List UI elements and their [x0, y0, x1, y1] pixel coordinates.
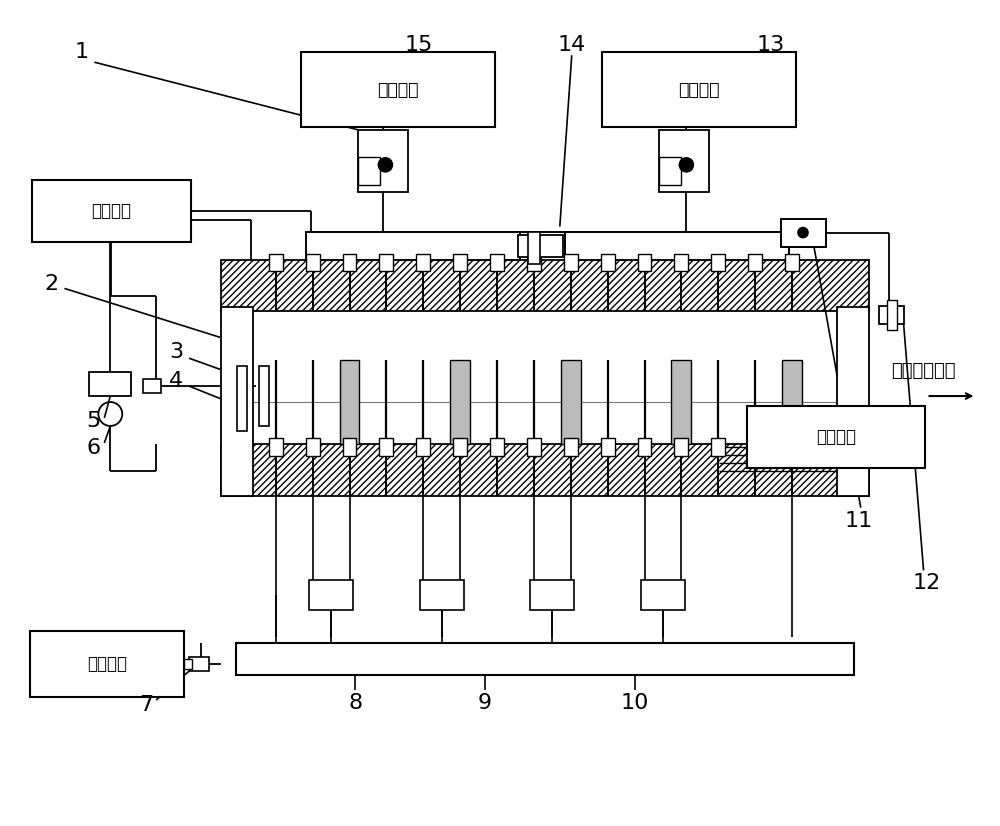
Text: 7: 7	[139, 695, 153, 715]
Bar	[785, 254, 799, 272]
Bar	[711, 438, 725, 456]
Bar	[561, 360, 581, 444]
Text: 2: 2	[44, 274, 59, 294]
Bar	[236, 643, 854, 675]
Bar	[527, 438, 541, 456]
Text: 14: 14	[558, 36, 586, 55]
Text: 戊烷储备: 戊烷储备	[679, 81, 720, 98]
Bar	[358, 157, 380, 185]
Text: 11: 11	[845, 510, 873, 530]
Text: 6: 6	[86, 438, 100, 458]
Text: 乙醇储备: 乙醇储备	[377, 81, 419, 98]
Bar	[785, 438, 799, 456]
Text: 10: 10	[620, 693, 649, 713]
Bar	[638, 254, 651, 272]
Bar	[343, 254, 356, 272]
Bar	[601, 438, 615, 456]
Bar	[420, 581, 464, 610]
Text: 压力单元: 压力单元	[91, 202, 131, 220]
Bar	[638, 438, 651, 456]
Text: 13: 13	[757, 36, 785, 55]
Bar	[879, 306, 904, 325]
Bar	[671, 360, 691, 444]
Bar	[340, 360, 359, 444]
Text: 8: 8	[348, 693, 363, 713]
Bar	[747, 406, 925, 468]
Bar	[416, 254, 430, 272]
Text: 废气流动方向: 废气流动方向	[891, 362, 955, 380]
Bar	[309, 581, 353, 610]
Bar	[269, 254, 283, 272]
Bar	[416, 438, 430, 456]
Bar	[837, 307, 869, 496]
Bar	[379, 438, 393, 456]
Circle shape	[679, 158, 693, 172]
Text: 1: 1	[74, 42, 88, 62]
Bar	[781, 219, 826, 247]
Bar	[602, 52, 796, 127]
Bar	[659, 157, 681, 185]
Circle shape	[798, 228, 808, 238]
Bar	[221, 307, 253, 496]
Bar	[237, 366, 247, 431]
Bar	[450, 360, 470, 444]
Circle shape	[378, 158, 392, 172]
Text: 15: 15	[404, 36, 432, 55]
Bar	[659, 130, 709, 192]
Bar	[564, 254, 578, 272]
Bar	[641, 581, 685, 610]
Bar	[189, 657, 209, 672]
Text: 5: 5	[86, 411, 100, 431]
Bar	[530, 581, 574, 610]
Bar	[259, 366, 269, 426]
Bar	[601, 254, 615, 272]
Text: 氧气储备: 氧气储备	[87, 655, 127, 673]
Bar	[674, 438, 688, 456]
Bar	[490, 438, 504, 456]
Bar	[358, 130, 408, 192]
Bar	[887, 301, 897, 330]
Text: 温度单元: 温度单元	[816, 428, 856, 446]
Bar	[490, 254, 504, 272]
Bar	[527, 254, 541, 272]
Bar	[306, 438, 320, 456]
Bar	[32, 180, 191, 241]
Bar	[30, 631, 184, 697]
Bar	[343, 438, 356, 456]
Bar	[221, 444, 869, 496]
Text: 4: 4	[169, 371, 183, 391]
Bar	[748, 254, 762, 272]
Text: 9: 9	[478, 693, 492, 713]
Bar	[518, 235, 563, 257]
Bar	[453, 254, 467, 272]
Bar	[748, 438, 762, 456]
Text: 12: 12	[912, 573, 941, 593]
Bar	[453, 438, 467, 456]
Bar	[565, 231, 789, 259]
Bar	[782, 360, 802, 444]
Bar	[306, 254, 320, 272]
Bar	[564, 438, 578, 456]
Bar	[184, 659, 192, 669]
Text: 3: 3	[169, 342, 183, 363]
Bar	[674, 254, 688, 272]
Bar	[301, 52, 495, 127]
Bar	[528, 231, 540, 263]
Bar	[89, 373, 131, 396]
Bar	[269, 438, 283, 456]
Bar	[306, 231, 520, 259]
Bar	[379, 254, 393, 272]
Bar	[143, 379, 161, 393]
Bar	[253, 360, 837, 444]
Bar	[221, 259, 869, 311]
Bar	[711, 254, 725, 272]
